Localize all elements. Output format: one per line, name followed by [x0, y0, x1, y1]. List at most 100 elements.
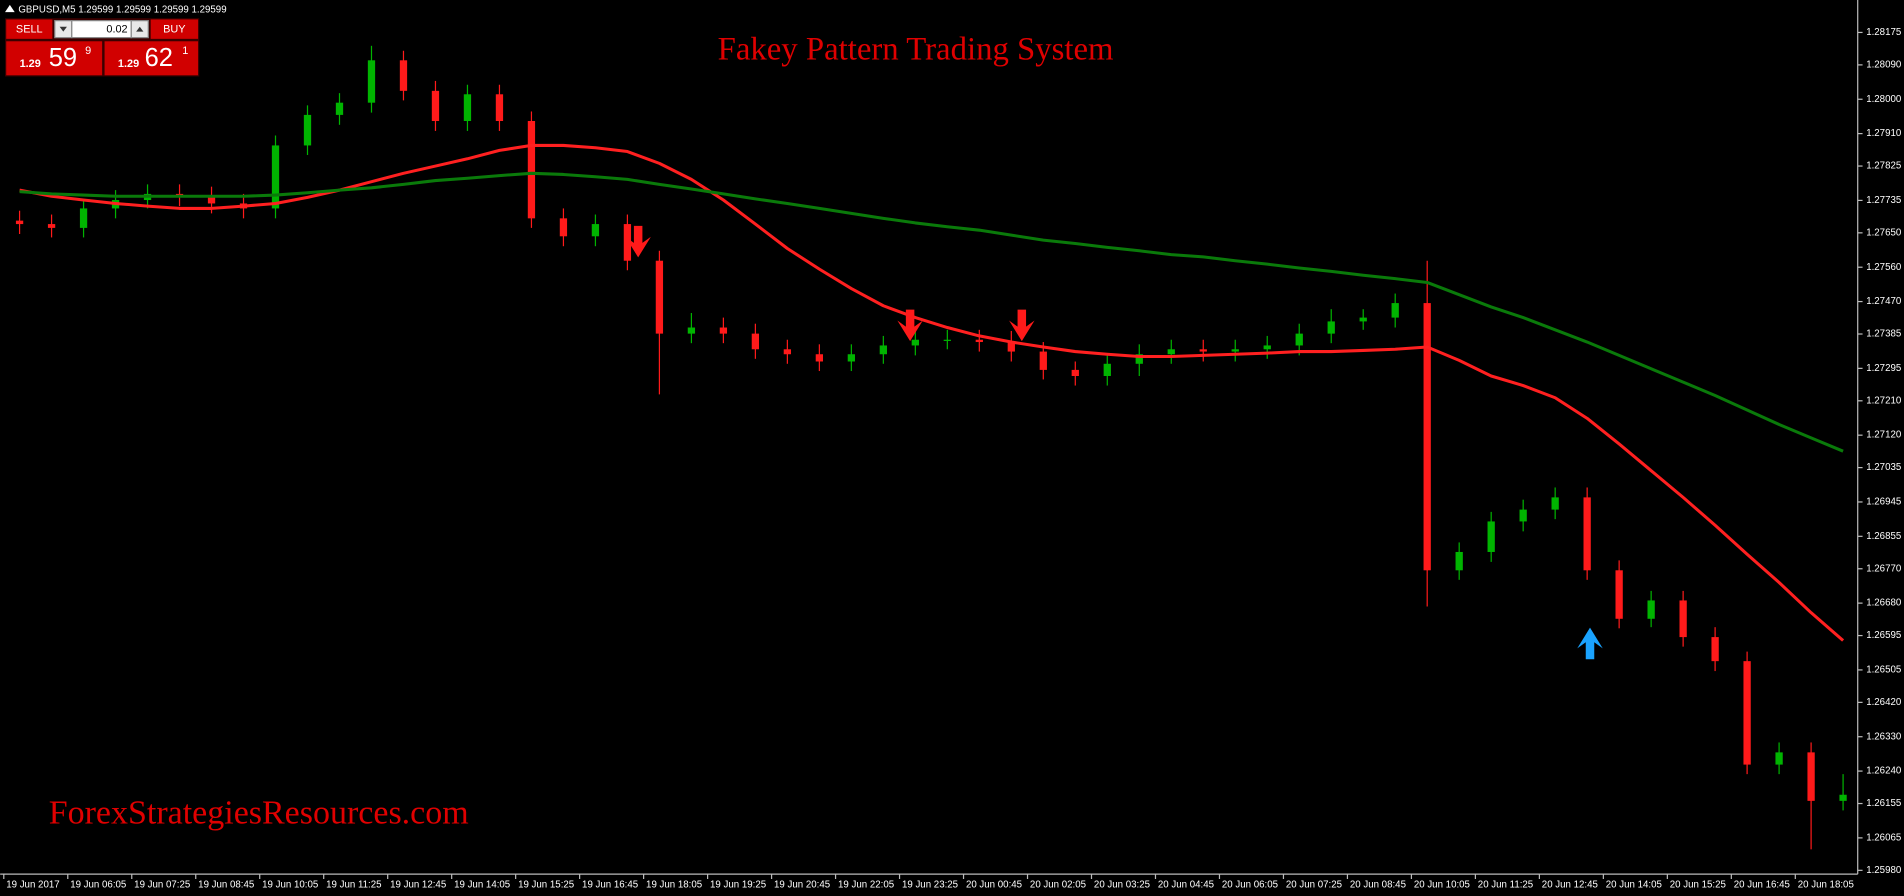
ask-point: 1: [182, 45, 188, 57]
y-tick-label: 1.26155: [1866, 798, 1901, 809]
candle-body: [1327, 321, 1335, 334]
candle-body: [1839, 794, 1847, 801]
y-tick-label: 1.26855: [1866, 531, 1901, 542]
ask-box[interactable]: [104, 41, 199, 76]
candle-body: [495, 94, 504, 122]
x-tick-label: 20 Jun 15:25: [1670, 880, 1726, 891]
y-tick-label: 1.25980: [1866, 865, 1902, 876]
x-tick-label: 19 Jun 19:25: [710, 880, 766, 891]
candle-body: [1519, 509, 1527, 522]
candle-body: [1423, 303, 1431, 571]
x-tick-label: 20 Jun 03:25: [1094, 880, 1150, 891]
x-tick-label: 19 Jun 11:25: [326, 880, 381, 891]
y-tick-label: 1.27385: [1866, 329, 1901, 340]
y-tick-label: 1.26505: [1866, 664, 1901, 675]
y-tick-label: 1.27035: [1866, 462, 1901, 473]
buy-label: BUY: [163, 24, 186, 36]
x-tick-label: 20 Jun 07:25: [1286, 880, 1342, 891]
buy-signal-arrow: [1577, 627, 1603, 660]
lot-up-icon: [136, 26, 144, 32]
candle-body: [527, 121, 536, 219]
candle-body: [1263, 345, 1271, 350]
candle-body: [399, 60, 408, 91]
candle-body: [1199, 349, 1207, 352]
candle-body: [1743, 661, 1751, 765]
candle-body: [783, 349, 792, 355]
symbol-info: GBPUSD,M5 1.29599 1.29599 1.29599 1.2959…: [18, 4, 226, 15]
x-tick-label: 20 Jun 08:45: [1350, 880, 1406, 891]
candle-body: [1007, 342, 1015, 352]
candle-body: [975, 339, 983, 343]
candle-body: [1295, 333, 1303, 346]
lot-down-icon: [59, 26, 67, 32]
candle-body: [1551, 497, 1559, 510]
bid-big: 1.29: [20, 58, 41, 70]
candle-body: [751, 333, 760, 350]
sell-label: SELL: [16, 24, 43, 36]
candle-body: [1455, 551, 1463, 571]
candle-body: [1135, 354, 1143, 364]
lot-value: 0.02: [106, 24, 127, 36]
x-tick-label: 20 Jun 14:05: [1606, 880, 1662, 891]
candle-body: [559, 218, 568, 237]
y-tick-label: 1.27560: [1866, 262, 1902, 273]
candle-body: [335, 102, 344, 115]
candle-body: [1039, 351, 1047, 370]
x-tick-label: 20 Jun 02:05: [1030, 880, 1086, 891]
candle-body: [1359, 317, 1367, 322]
candle-body: [1615, 570, 1623, 619]
y-tick-label: 1.27470: [1866, 296, 1902, 307]
y-tick-label: 1.27120: [1866, 430, 1902, 441]
y-tick-label: 1.26945: [1866, 497, 1901, 508]
candle-body: [1679, 600, 1687, 638]
trade-panel: SELL 0.02 BUY 1.29 59 9 1.29 62 1: [5, 18, 200, 77]
x-tick-label: 20 Jun 00:45: [966, 880, 1022, 891]
candle-body: [591, 224, 600, 237]
y-tick-label: 1.27825: [1866, 161, 1901, 172]
x-tick-label: 19 Jun 10:05: [262, 880, 318, 891]
x-tick-label: 20 Jun 10:05: [1414, 880, 1470, 891]
x-tick-label: 20 Jun 06:05: [1222, 880, 1278, 891]
moving-average-line: [19, 171, 1844, 453]
bid-point: 9: [85, 45, 91, 57]
x-tick-label: 19 Jun 22:05: [838, 880, 894, 891]
candle-body: [847, 354, 855, 362]
x-tick-label: 19 Jun 18:05: [646, 880, 702, 891]
sell-signal-arrow: [625, 225, 1035, 342]
candle-body: [1231, 349, 1239, 352]
y-tick-label: 1.28175: [1866, 27, 1901, 38]
x-tick-label: 20 Jun 12:45: [1542, 880, 1598, 891]
candle-body: [655, 260, 664, 334]
candle-body: [719, 327, 728, 334]
y-tick-label: 1.27650: [1866, 227, 1902, 238]
candle-body: [1807, 752, 1815, 801]
sell-button[interactable]: [6, 19, 53, 39]
x-tick-label: 20 Jun 04:45: [1158, 880, 1214, 891]
plot-area: [15, 45, 1847, 850]
x-tick-label: 19 Jun 23:25: [902, 880, 958, 891]
bid-box[interactable]: [6, 41, 103, 76]
x-tick-label: 19 Jun 15:25: [518, 880, 574, 891]
candle-body: [943, 339, 951, 341]
buy-button[interactable]: [150, 19, 199, 39]
x-tick-label: 19 Jun 20:45: [774, 880, 830, 891]
collapse-icon[interactable]: [5, 4, 15, 13]
y-tick-label: 1.27910: [1866, 128, 1902, 139]
x-tick-label: 20 Jun 16:45: [1734, 880, 1790, 891]
candle-body: [79, 208, 88, 228]
y-tick-label: 1.28000: [1866, 94, 1902, 105]
candle-body: [1167, 349, 1175, 355]
x-tick-label: 19 Jun 06:05: [70, 880, 126, 891]
y-tick-label: 1.26065: [1866, 832, 1901, 843]
candle-body: [1391, 303, 1399, 318]
candle-body: [911, 339, 919, 346]
x-tick-label: 19 Jun 14:05: [454, 880, 510, 891]
y-tick-label: 1.26770: [1866, 563, 1902, 574]
candle-body: [431, 90, 440, 122]
x-tick-label: 20 Jun 11:25: [1478, 880, 1533, 891]
y-tick-label: 1.27735: [1866, 195, 1901, 206]
candle-body: [1071, 369, 1079, 376]
candle-body: [367, 60, 376, 103]
x-tick-label: 19 Jun 12:45: [390, 880, 446, 891]
